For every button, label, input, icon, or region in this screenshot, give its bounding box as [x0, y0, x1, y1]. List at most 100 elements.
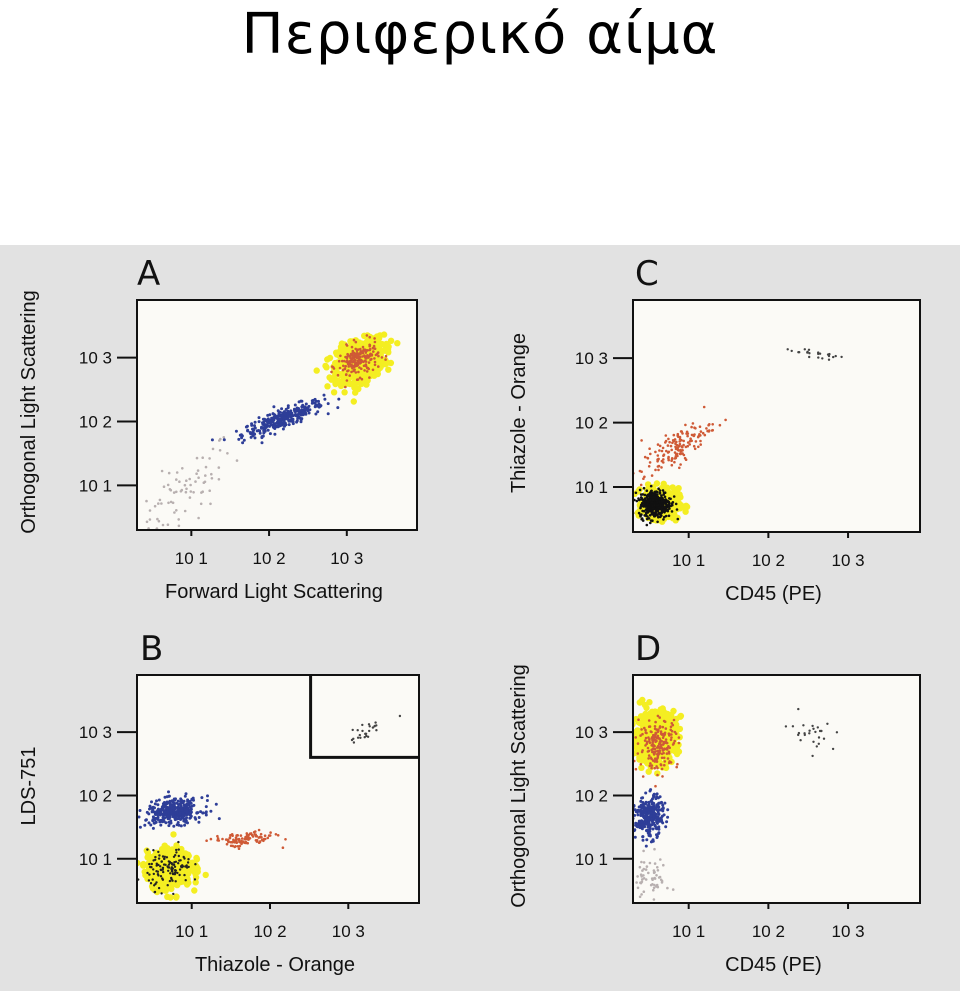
- population-1: [131, 436, 239, 544]
- data-point: [818, 352, 822, 355]
- data-point: [153, 802, 157, 806]
- data-point: [208, 457, 211, 460]
- data-point: [156, 541, 159, 544]
- data-point: [676, 762, 679, 766]
- data-point: [222, 438, 226, 442]
- data-point: [156, 809, 160, 813]
- data-point: [179, 824, 183, 828]
- data-point: [656, 495, 660, 499]
- data-point: [245, 424, 249, 428]
- data-point: [649, 788, 653, 792]
- data-point: [204, 805, 208, 809]
- data-point: [183, 823, 187, 827]
- data-point: [656, 454, 660, 457]
- data-point: [266, 836, 270, 840]
- data-point: [372, 344, 376, 348]
- data-point: [815, 745, 818, 748]
- data-point: [373, 357, 376, 360]
- data-point: [652, 814, 656, 818]
- y-tick-label: 10 2: [575, 414, 608, 433]
- data-point: [350, 370, 353, 374]
- data-point: [359, 349, 363, 353]
- data-point: [348, 360, 352, 364]
- data-point: [671, 723, 675, 727]
- data-point: [293, 403, 297, 407]
- data-point: [166, 810, 170, 814]
- data-point: [644, 791, 648, 795]
- data-point: [147, 821, 151, 825]
- x-tick-label: 10 2: [752, 922, 785, 941]
- data-point: [360, 377, 364, 381]
- data-point: [639, 734, 642, 737]
- data-point: [175, 478, 178, 481]
- data-point: [387, 337, 395, 344]
- data-point: [167, 471, 171, 475]
- data-point: [634, 491, 638, 495]
- data-point: [200, 491, 203, 494]
- data-point: [162, 485, 166, 488]
- data-point: [245, 834, 249, 838]
- data-point: [177, 848, 180, 851]
- y-tick-label: 10 2: [79, 413, 112, 432]
- data-point: [651, 507, 655, 510]
- data-point: [647, 517, 651, 520]
- data-point: [648, 825, 652, 829]
- data-point: [373, 337, 376, 340]
- data-point: [365, 370, 369, 373]
- data-point: [240, 837, 244, 840]
- data-point: [689, 439, 692, 443]
- data-point: [209, 502, 212, 506]
- data-point: [662, 458, 665, 461]
- x-tick-label: 10 3: [831, 551, 864, 570]
- data-point: [238, 433, 242, 437]
- data-point: [647, 800, 651, 804]
- data-point: [154, 858, 157, 861]
- data-point: [664, 825, 668, 829]
- data-point: [161, 866, 164, 870]
- data-point: [330, 365, 334, 368]
- data-point: [670, 457, 674, 461]
- data-point: [161, 855, 165, 858]
- data-point: [634, 767, 638, 771]
- data-point: [651, 838, 655, 842]
- data-point: [383, 340, 390, 348]
- data-point: [366, 735, 370, 738]
- data-point: [262, 429, 266, 433]
- data-point: [667, 455, 670, 459]
- data-point: [371, 368, 375, 372]
- population-5: [784, 707, 839, 758]
- data-point: [291, 414, 295, 418]
- data-point: [658, 489, 662, 492]
- data-point: [176, 799, 180, 803]
- data-point: [666, 509, 670, 513]
- data-point: [161, 802, 165, 806]
- data-point: [640, 880, 644, 884]
- data-point: [649, 519, 653, 522]
- data-point: [643, 493, 647, 497]
- data-point: [238, 844, 242, 848]
- data-point: [663, 506, 667, 510]
- data-point: [689, 437, 692, 440]
- data-point: [368, 348, 372, 352]
- data-point: [660, 449, 664, 453]
- data-point: [174, 880, 177, 883]
- data-point: [650, 496, 653, 499]
- data-point: [690, 425, 693, 429]
- data-point: [192, 879, 199, 886]
- data-point: [817, 736, 821, 739]
- data-point: [257, 429, 261, 432]
- data-point: [154, 810, 158, 814]
- data-point: [808, 352, 811, 355]
- data-point: [162, 532, 165, 535]
- data-point: [351, 360, 355, 364]
- data-point: [656, 749, 659, 753]
- data-point: [667, 732, 671, 735]
- data-point: [675, 508, 679, 511]
- data-point: [279, 422, 283, 425]
- data-point: [666, 757, 670, 760]
- data-point: [232, 838, 235, 842]
- data-point: [648, 829, 652, 833]
- data-point: [157, 798, 161, 802]
- data-point: [131, 540, 134, 543]
- data-point: [170, 831, 177, 838]
